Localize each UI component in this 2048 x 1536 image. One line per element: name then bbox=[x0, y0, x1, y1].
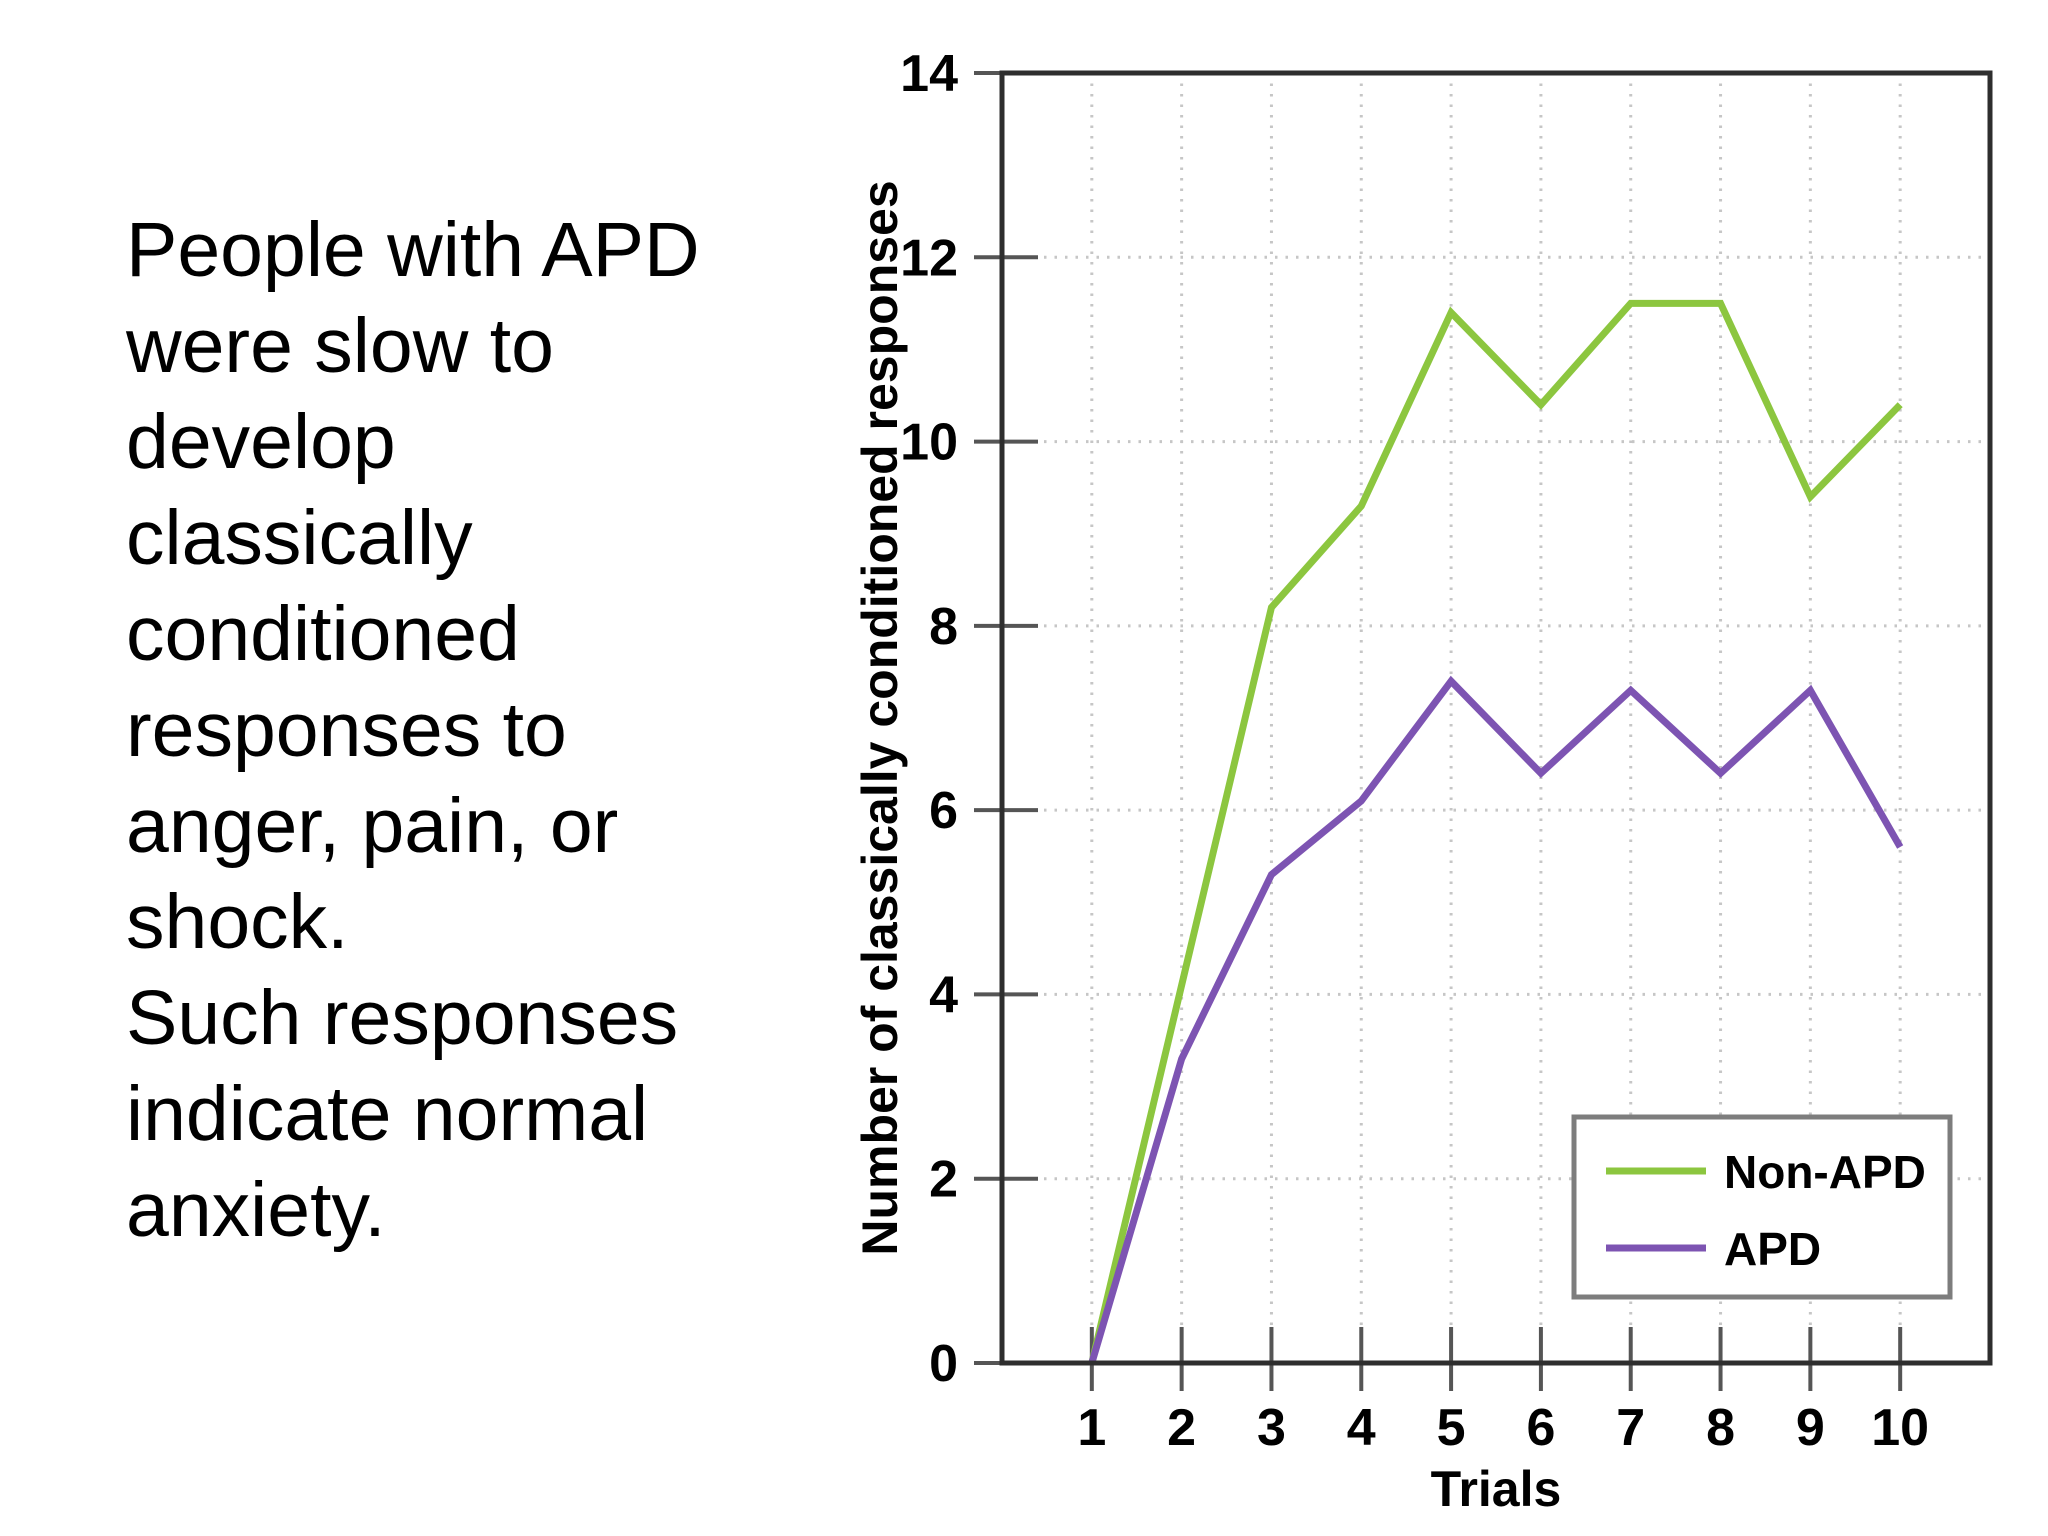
legend-label-non-apd: Non-APD bbox=[1724, 1146, 1926, 1198]
body-text-line: conditioned bbox=[126, 591, 520, 677]
body-text-line: anger, pain, or bbox=[126, 783, 619, 869]
non-apd-line bbox=[1088, 299, 1903, 1364]
body-text-line: responses to bbox=[126, 687, 567, 773]
x-tick-label: 6 bbox=[1526, 1399, 1555, 1457]
body-text-line: People with APD bbox=[126, 207, 700, 293]
body-text-line: develop bbox=[126, 399, 396, 485]
x-tick-label: 9 bbox=[1796, 1399, 1825, 1457]
y-tick-label: 4 bbox=[929, 966, 958, 1024]
y-tick-label: 6 bbox=[929, 782, 958, 840]
y-tick-label: 2 bbox=[929, 1151, 958, 1209]
x-tick-label: 5 bbox=[1437, 1399, 1466, 1457]
x-tick-label: 8 bbox=[1706, 1399, 1735, 1457]
axes-box bbox=[999, 70, 1993, 1366]
x-tick-label: 10 bbox=[1871, 1399, 1929, 1457]
body-text-line: indicate normal bbox=[126, 1071, 649, 1157]
body-text-line: Such responses bbox=[126, 975, 679, 1061]
slide-body-text: People with APD were slow to develop classi… bbox=[126, 202, 766, 1258]
legend: Non-APD APD bbox=[1571, 1114, 1953, 1300]
x-tick-label: 4 bbox=[1347, 1399, 1376, 1457]
y-axis-title: Number of classically conditioned respon… bbox=[852, 180, 908, 1255]
data-series bbox=[1088, 299, 1904, 1364]
x-tick-label: 7 bbox=[1616, 1399, 1645, 1457]
gridlines bbox=[1002, 73, 1990, 1363]
legend-box bbox=[1571, 1114, 1953, 1300]
x-tick-label: 1 bbox=[1077, 1399, 1106, 1457]
y-tick-label: 14 bbox=[900, 45, 958, 103]
body-text-line: classically bbox=[126, 495, 473, 581]
x-tick-label: 3 bbox=[1257, 1399, 1286, 1457]
body-text-line: anxiety. bbox=[126, 1167, 386, 1253]
y-tick-label: 10 bbox=[900, 414, 958, 472]
y-tick-label: 8 bbox=[929, 598, 958, 656]
x-axis-title: Trials bbox=[1431, 1461, 1562, 1517]
tick-marks bbox=[974, 71, 1903, 1391]
body-text-line: shock. bbox=[126, 879, 349, 965]
legend-label-apd: APD bbox=[1724, 1223, 1821, 1275]
y-tick-label: 0 bbox=[929, 1335, 958, 1393]
y-tick-label: 12 bbox=[900, 229, 958, 287]
body-text-line: were slow to bbox=[126, 303, 554, 389]
x-tick-label: 2 bbox=[1167, 1399, 1196, 1457]
apd-line bbox=[1088, 675, 1904, 1364]
